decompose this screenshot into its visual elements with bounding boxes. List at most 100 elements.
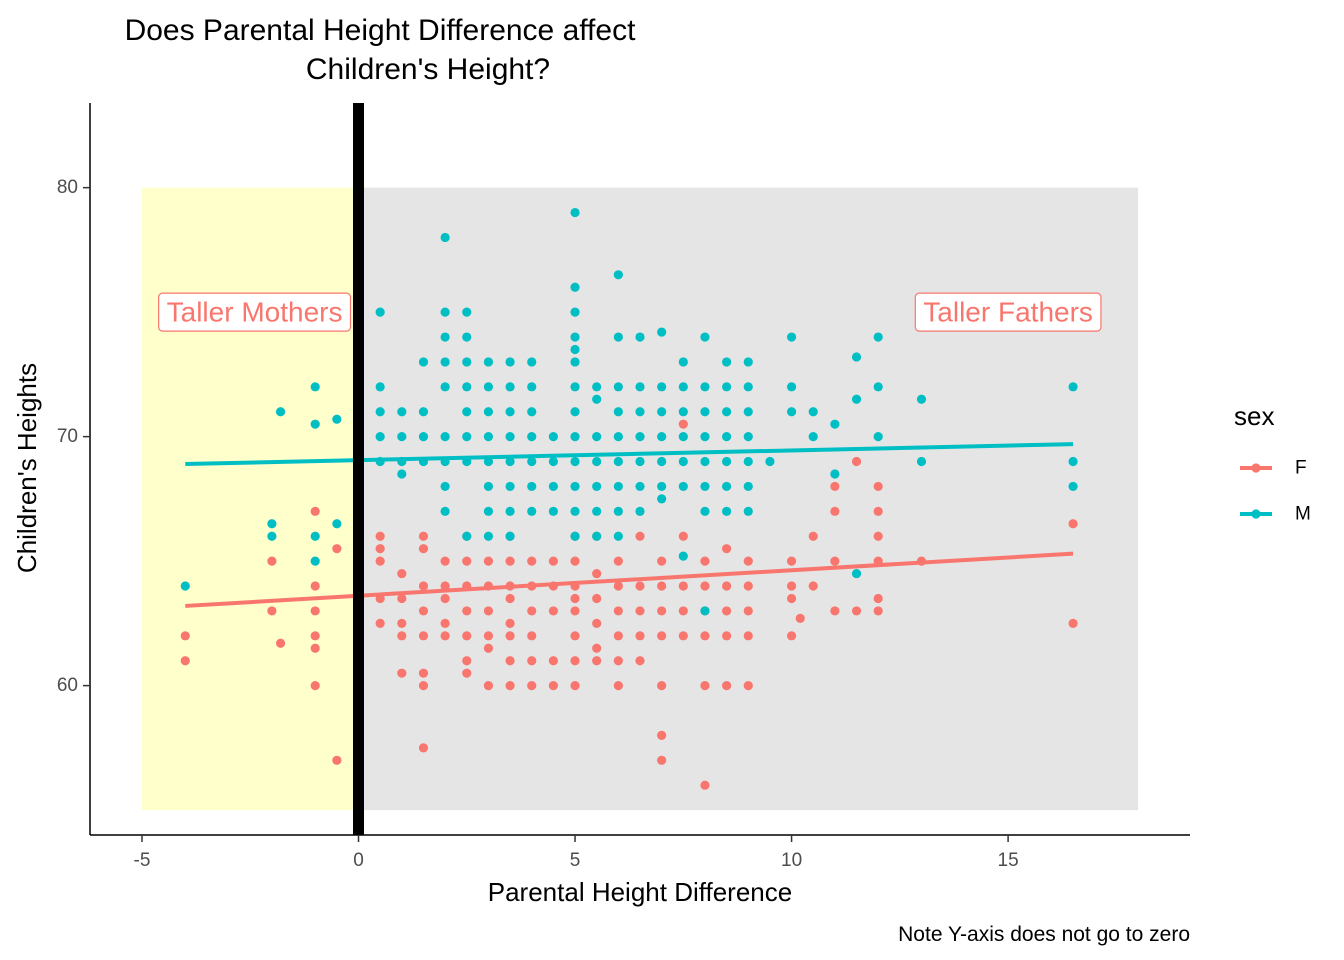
point-m [722,357,732,367]
point-f [700,631,710,641]
point-f [1068,519,1078,529]
point-m [332,519,342,529]
x-axis-title: Parental Height Difference [488,877,792,907]
point-m [743,456,753,467]
point-m [397,432,407,442]
point-f [310,606,320,616]
legend-entry-f: F [1240,458,1307,479]
point-f [657,631,667,641]
annotations: Taller Mothers Taller Fathers [158,292,1102,332]
point-m [462,357,472,367]
point-m [440,332,450,342]
point-f [180,656,190,666]
point-m [505,481,515,492]
point-m [613,481,623,492]
point-m [440,432,450,442]
point-f [505,618,515,628]
point-f [418,743,429,753]
point-m [613,506,623,516]
point-m [570,506,580,516]
point-m [722,456,732,467]
x-tick-label: 0 [353,850,364,871]
point-m [505,456,515,467]
point-f [657,581,667,591]
point-m [483,506,494,516]
point-f [700,681,710,691]
point-m [635,481,645,492]
point-f [678,581,688,591]
point-m [548,506,558,516]
point-m [657,327,667,337]
point-m [851,352,862,362]
point-f [483,643,494,653]
point-f [873,593,883,604]
chart-title-line-2: Children's Height? [306,53,550,86]
point-f [851,456,862,467]
point-f [700,780,710,790]
point-m [527,407,537,417]
point-f [527,656,537,666]
x-tick-label: 5 [570,850,581,871]
point-f [830,606,840,616]
point-m [786,332,797,342]
point-f [527,556,537,566]
point-m [678,456,688,467]
point-f [700,581,710,591]
point-m [743,357,753,367]
point-m [613,270,623,280]
point-f [527,681,537,691]
point-f [548,556,558,566]
point-m [657,407,667,417]
point-m [267,531,277,541]
annotation-text: Taller Fathers [923,297,1093,328]
point-f [613,656,623,666]
legend-key-point [1251,509,1261,519]
point-m [548,481,558,492]
point-f [375,544,385,554]
point-m [722,481,732,492]
legend-title: sex [1234,401,1274,431]
point-f [743,556,753,566]
point-f [635,531,645,541]
point-f [830,556,840,566]
point-m [700,606,710,616]
point-f [483,631,494,641]
point-m [310,419,320,429]
point-m [592,394,602,404]
point-f [505,656,515,666]
point-m [505,531,515,541]
point-f [635,656,645,666]
point-f [310,631,320,641]
point-m [657,432,667,442]
point-m [483,432,494,442]
annotation-label-1: Taller Fathers [914,292,1102,332]
background-regions [141,187,1139,811]
point-m [786,407,797,417]
point-m [873,432,883,442]
point-m [613,332,623,342]
point-m [570,531,580,541]
point-f [722,631,732,641]
point-f [418,668,429,678]
point-m [570,344,580,355]
point-f [548,681,558,691]
legend-entry-m: M [1240,504,1311,525]
region-1 [358,187,1139,811]
point-f [786,593,797,604]
point-m [613,407,623,417]
point-m [678,432,688,442]
point-m [635,432,645,442]
point-f [462,631,472,641]
y-tick-label: 70 [57,426,78,447]
point-m [743,432,753,442]
point-f [267,556,277,566]
point-f [462,556,472,566]
point-m [527,357,537,367]
point-m [1068,481,1078,492]
y-tick-label: 60 [57,675,78,696]
point-m [613,382,623,392]
point-m [483,357,494,367]
point-m [570,282,580,292]
point-m [375,307,385,317]
